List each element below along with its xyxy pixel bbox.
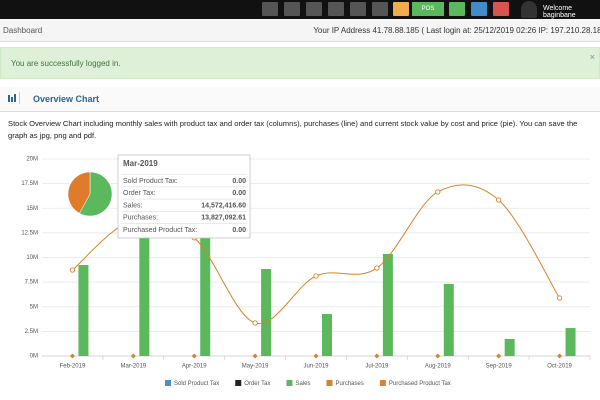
- legend-label: Purchased Product Tax: [389, 381, 451, 387]
- alert-message: You are successfully logged in.: [11, 59, 121, 68]
- bar: [565, 328, 576, 356]
- legend-label: Order Tax: [244, 381, 270, 387]
- y-tick-label: 10M: [26, 255, 38, 261]
- bar: [200, 229, 211, 356]
- bar: [139, 212, 150, 356]
- point: [496, 197, 502, 203]
- tooltip-value: 14,572,416.60: [201, 202, 246, 209]
- y-tick-label: 12.5M: [21, 230, 38, 236]
- nav-button[interactable]: [262, 2, 278, 16]
- x-tick-label: Jun-2019: [303, 364, 329, 370]
- pos-button[interactable]: POS: [412, 2, 444, 16]
- avatar[interactable]: [521, 1, 537, 18]
- legend-label: Sold Product Tax: [174, 381, 219, 387]
- y-tick-label: 0M: [30, 354, 38, 360]
- nav-button[interactable]: [393, 2, 409, 16]
- tooltip: Mar-2019 Sold Product Tax: 0.00 Order Tax: 0…: [117, 154, 251, 239]
- nav-button[interactable]: [372, 2, 388, 16]
- tooltip-label: Purchases:: [123, 215, 158, 222]
- nav-button[interactable]: [449, 2, 465, 16]
- tooltip-title: Mar-2019: [123, 159, 158, 168]
- point: [374, 265, 380, 271]
- x-tick-label: Mar-2019: [120, 364, 146, 370]
- tooltip-value: 0.00: [232, 227, 246, 234]
- point: [556, 295, 563, 301]
- bar: [382, 253, 393, 356]
- point: [69, 267, 76, 273]
- nav-button[interactable]: [350, 2, 366, 16]
- bar: [78, 264, 89, 356]
- panel-title: Overview Chart: [33, 94, 100, 104]
- point: [435, 353, 441, 359]
- bar: [261, 269, 272, 356]
- nav-button[interactable]: [284, 2, 300, 16]
- chart: 0M 2.5M 5M 7.5M 10M 12.5M 15M 17.5M 20M Feb-2019 M…: [21, 154, 591, 387]
- x-tick-label: Oct-2019: [547, 364, 572, 370]
- point: [252, 353, 258, 359]
- y-tick-label: 20M: [26, 157, 38, 163]
- nav-button[interactable]: [306, 2, 322, 16]
- legend-swatch: [379, 380, 386, 386]
- point: [191, 353, 197, 359]
- tooltip-value: 0.00: [232, 190, 246, 197]
- point: [69, 353, 75, 359]
- point: [435, 189, 441, 195]
- point: [130, 353, 136, 359]
- legend-label: Purchases: [336, 381, 364, 387]
- alert: You are successfully logged in. ×: [0, 47, 600, 79]
- point: [374, 353, 380, 359]
- x-tick-label: May-2019: [242, 364, 269, 370]
- x-tick-label: Apr-2019: [182, 364, 207, 370]
- x-tick-label: Feb-2019: [60, 364, 86, 370]
- point: [252, 320, 258, 326]
- y-tick-label: 2.5M: [25, 329, 38, 335]
- point: [313, 273, 319, 279]
- bar: [443, 283, 454, 356]
- y-tick-label: 15M: [26, 206, 38, 212]
- legend-label: Sales: [295, 381, 310, 387]
- bar: [322, 314, 332, 356]
- breadcrumb[interactable]: Dashboard: [3, 26, 43, 35]
- point: [496, 353, 502, 359]
- legend-swatch: [326, 380, 333, 386]
- panel-description: Stock Overview Chart including monthly s…: [8, 119, 578, 140]
- panel-header: Overview Chart: [0, 87, 600, 112]
- x-tick-label: Jul-2019: [365, 364, 389, 370]
- tooltip-value: 13,827,092.61: [201, 215, 246, 222]
- pie-slice: [79, 171, 113, 217]
- bar: [504, 338, 515, 356]
- tooltip-label: Order Tax:: [123, 190, 156, 197]
- y-tick-label: 7.5M: [25, 280, 38, 286]
- x-tick-label: Sep-2019: [486, 364, 513, 370]
- pie-slice: [67, 171, 91, 214]
- tooltip-label: Sold Product Tax:: [123, 178, 178, 185]
- ip-info: Your IP Address 41.78.88.185 ( Last logi…: [313, 26, 600, 35]
- point: [557, 353, 563, 359]
- nav-button[interactable]: [493, 2, 509, 16]
- tooltip-box: [117, 154, 251, 239]
- nav-button[interactable]: [471, 2, 487, 16]
- welcome-text[interactable]: Welcome baginbane: [543, 5, 576, 19]
- breadcrumb-bar: Dashboard Your IP Address 41.78.88.185 (…: [0, 19, 600, 42]
- y-tick-label: 17.5M: [21, 181, 38, 187]
- tooltip-label: Sales:: [123, 202, 143, 209]
- legend-swatch: [165, 380, 171, 386]
- y-tick-label: 5M: [30, 304, 38, 310]
- tooltip-label: Purchased Product Tax:: [123, 227, 197, 234]
- point: [313, 353, 319, 359]
- legend-swatch: [286, 380, 293, 386]
- nav-button[interactable]: [328, 2, 344, 16]
- chart-icon: [8, 92, 20, 104]
- legend-swatch: [235, 380, 242, 386]
- x-tick-label: Aug-2019: [425, 364, 452, 370]
- navbar: POS Welcome baginbane: [0, 0, 600, 19]
- tooltip-value: 0.00: [232, 178, 246, 185]
- alert-close[interactable]: ×: [589, 52, 595, 62]
